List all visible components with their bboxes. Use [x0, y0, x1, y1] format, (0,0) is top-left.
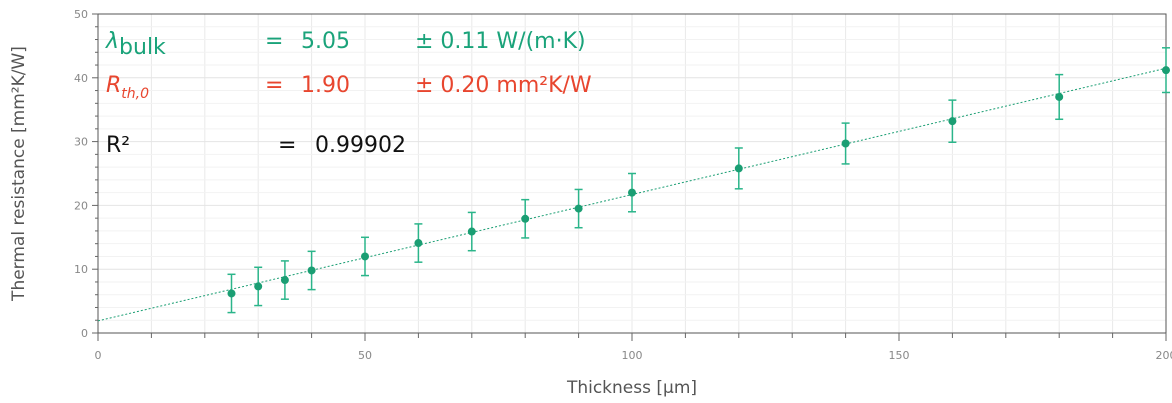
rth-symbol-glyph: R — [106, 73, 121, 98]
marker — [227, 289, 236, 298]
marker — [307, 266, 316, 275]
annotation-rth: Rth,0 = 1.90 ± 0.20 mm²K/W — [106, 73, 592, 102]
y-tick-label: 40 — [74, 72, 88, 85]
r2-value: 0.99902 — [315, 133, 406, 158]
lambda-symbol-glyph: λ — [105, 29, 119, 54]
marker — [574, 204, 583, 213]
data-point — [734, 147, 743, 190]
x-tick-label: 50 — [358, 349, 372, 362]
marker — [841, 139, 850, 148]
lambda-subscript: bulk — [119, 35, 166, 60]
lambda-value: 5.05 — [301, 29, 350, 54]
rth-equals: = — [265, 73, 283, 98]
marker — [734, 164, 743, 173]
marker — [948, 117, 957, 126]
marker — [254, 282, 263, 291]
data-point — [841, 122, 850, 165]
marker — [628, 188, 636, 197]
marker — [521, 214, 530, 223]
annotation-r2: R² = 0.99902 — [106, 133, 406, 158]
lambda-symbol: λbulk — [105, 29, 166, 60]
data-point — [254, 266, 263, 307]
rth-subscript: th,0 — [121, 86, 149, 102]
data-point — [574, 188, 583, 229]
rth-symbol: Rth,0 — [106, 73, 149, 102]
marker — [361, 252, 369, 261]
y-tick-label: 0 — [81, 327, 88, 340]
marker — [467, 227, 476, 236]
annotation-lambda: λbulk = 5.05 ± 0.11 W/(m·K) — [105, 29, 586, 60]
x-tick-label: 0 — [95, 349, 102, 362]
data-point — [414, 223, 423, 263]
r2-equals: = — [278, 133, 296, 158]
x-tick-label: 100 — [622, 349, 643, 362]
lambda-error: ± 0.11 W/(m·K) — [415, 29, 586, 54]
data-point — [1055, 73, 1064, 121]
data-point — [521, 198, 530, 239]
data-point — [361, 236, 369, 277]
data-point — [628, 172, 636, 213]
marker — [280, 276, 289, 285]
rth-value: 1.90 — [301, 73, 350, 98]
lambda-equals: = — [265, 29, 283, 54]
y-axis-title: Thermal resistance [mm²K/W] — [9, 46, 29, 302]
x-tick-label: 200 — [1156, 349, 1172, 362]
y-tick-label: 30 — [74, 136, 88, 149]
x-axis-title: Thickness [µm] — [566, 378, 697, 398]
data-point — [467, 211, 476, 252]
y-tick-label: 20 — [74, 199, 88, 212]
rth-error: ± 0.20 mm²K/W — [415, 73, 592, 98]
x-tick-label: 150 — [889, 349, 910, 362]
axis-ticks: 0 50 100 150 200 0 10 20 30 40 50 — [74, 8, 1172, 362]
y-tick-label: 50 — [74, 8, 88, 21]
marker — [1055, 92, 1064, 101]
marker — [414, 239, 423, 248]
data-point — [1162, 47, 1170, 94]
data-point — [227, 273, 236, 314]
data-point — [280, 260, 289, 300]
y-tick-label: 10 — [74, 263, 88, 276]
marker — [1162, 66, 1170, 75]
r2-symbol: R² — [106, 133, 130, 158]
data-point — [948, 99, 957, 143]
data-points — [227, 47, 1170, 314]
data-point — [307, 250, 316, 291]
